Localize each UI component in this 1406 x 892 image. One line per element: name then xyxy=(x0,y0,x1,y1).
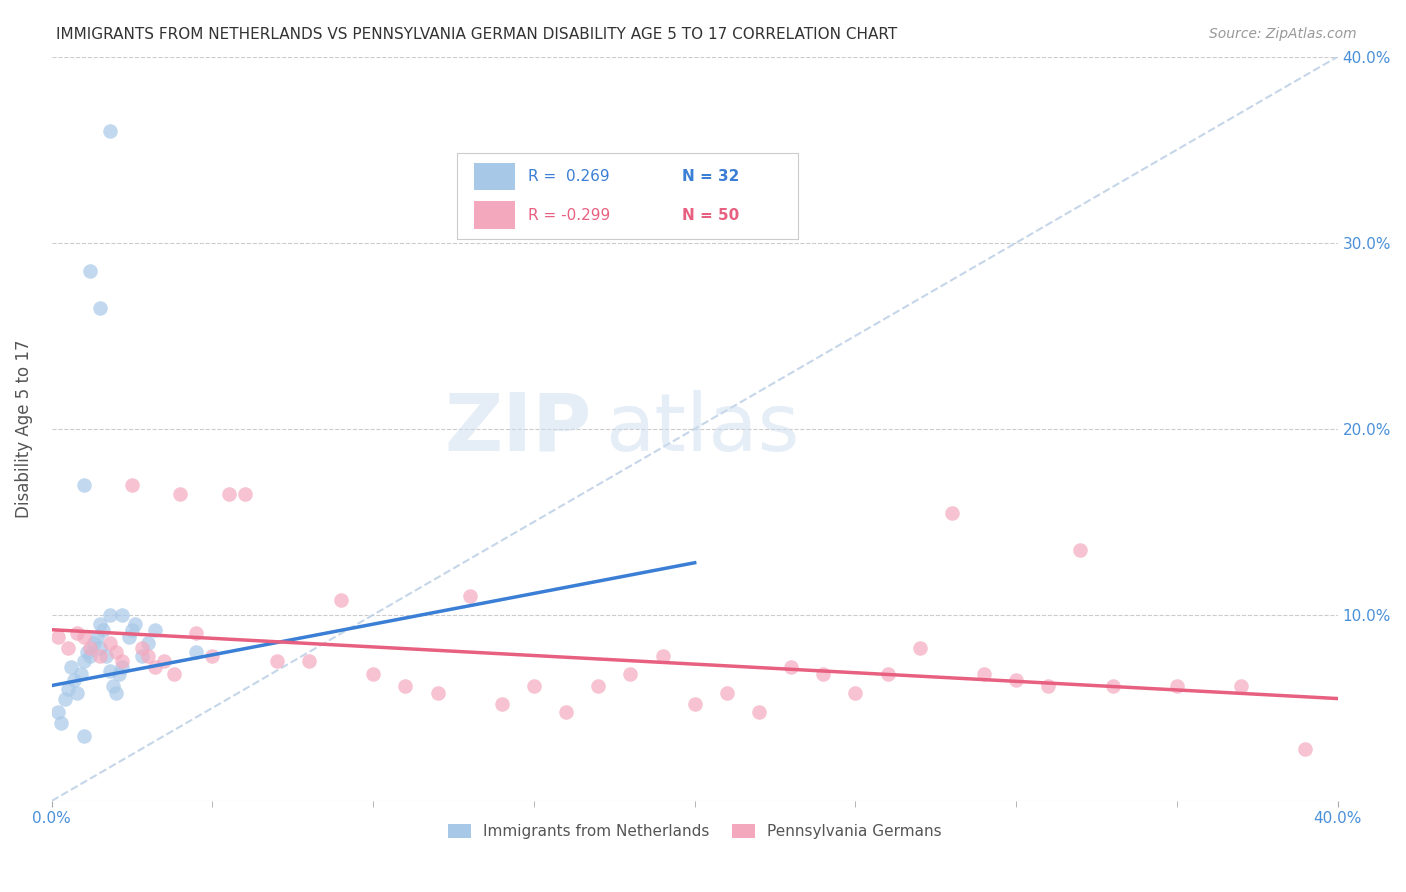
Point xyxy=(89,301,111,315)
Point xyxy=(73,654,96,668)
Point xyxy=(89,641,111,656)
Point xyxy=(105,645,128,659)
Point xyxy=(121,623,143,637)
Point xyxy=(124,617,146,632)
Point xyxy=(748,705,770,719)
Point xyxy=(118,630,141,644)
Legend: Immigrants from Netherlands, Pennsylvania Germans: Immigrants from Netherlands, Pennsylvani… xyxy=(441,818,948,846)
Point xyxy=(89,648,111,663)
Point xyxy=(555,705,578,719)
Point xyxy=(844,686,866,700)
Point xyxy=(131,641,153,656)
Point xyxy=(89,617,111,632)
Text: ZIP: ZIP xyxy=(444,390,592,467)
Point xyxy=(83,636,105,650)
Point xyxy=(218,487,240,501)
Point xyxy=(73,630,96,644)
Point xyxy=(91,623,114,637)
Point xyxy=(111,607,134,622)
Point xyxy=(266,654,288,668)
Point xyxy=(66,626,89,640)
Point xyxy=(153,654,176,668)
Point xyxy=(86,630,108,644)
Point xyxy=(1101,679,1123,693)
Point xyxy=(136,648,159,663)
Point xyxy=(780,660,803,674)
Point xyxy=(908,641,931,656)
Point xyxy=(186,626,208,640)
Point xyxy=(143,623,166,637)
Point xyxy=(1069,542,1091,557)
Point xyxy=(136,636,159,650)
Point xyxy=(651,648,673,663)
Point xyxy=(60,660,83,674)
Point xyxy=(1295,741,1317,756)
Y-axis label: Disability Age 5 to 17: Disability Age 5 to 17 xyxy=(15,340,32,518)
Point xyxy=(813,667,835,681)
Point xyxy=(46,630,69,644)
Point xyxy=(79,641,101,656)
Point xyxy=(201,648,224,663)
Point xyxy=(1230,679,1253,693)
Point xyxy=(586,679,609,693)
Point xyxy=(169,487,191,501)
Point xyxy=(101,679,124,693)
Point xyxy=(458,589,481,603)
Point xyxy=(73,729,96,743)
Point xyxy=(111,654,134,668)
Point xyxy=(98,607,121,622)
Point xyxy=(108,667,131,681)
Point xyxy=(111,660,134,674)
Point xyxy=(394,679,416,693)
Point xyxy=(121,477,143,491)
Point xyxy=(186,645,208,659)
Point xyxy=(51,715,73,730)
Point xyxy=(98,636,121,650)
Point xyxy=(73,477,96,491)
Point xyxy=(98,124,121,138)
Text: IMMIGRANTS FROM NETHERLANDS VS PENNSYLVANIA GERMAN DISABILITY AGE 5 TO 17 CORREL: IMMIGRANTS FROM NETHERLANDS VS PENNSYLVA… xyxy=(56,27,897,42)
Point xyxy=(233,487,256,501)
Point xyxy=(76,645,98,659)
Point xyxy=(941,506,963,520)
Point xyxy=(46,705,69,719)
Point xyxy=(105,686,128,700)
Point xyxy=(131,648,153,663)
Point xyxy=(716,686,738,700)
Point xyxy=(56,641,79,656)
Point xyxy=(683,697,706,711)
Point xyxy=(53,691,76,706)
Point xyxy=(1005,673,1028,687)
Point xyxy=(330,593,353,607)
Point xyxy=(96,648,118,663)
Point xyxy=(491,697,513,711)
Point xyxy=(1038,679,1060,693)
Text: atlas: atlas xyxy=(605,390,799,467)
Point xyxy=(1166,679,1188,693)
Point xyxy=(63,673,86,687)
Text: Source: ZipAtlas.com: Source: ZipAtlas.com xyxy=(1209,27,1357,41)
Point xyxy=(66,686,89,700)
Point xyxy=(56,682,79,697)
Point xyxy=(79,648,101,663)
Point xyxy=(361,667,384,681)
Point xyxy=(876,667,898,681)
Point xyxy=(298,654,321,668)
Point xyxy=(973,667,995,681)
Point xyxy=(98,664,121,678)
Point xyxy=(619,667,641,681)
Point xyxy=(69,667,91,681)
Point xyxy=(143,660,166,674)
Point xyxy=(426,686,449,700)
Point xyxy=(523,679,546,693)
Point xyxy=(79,263,101,277)
Point xyxy=(163,667,186,681)
